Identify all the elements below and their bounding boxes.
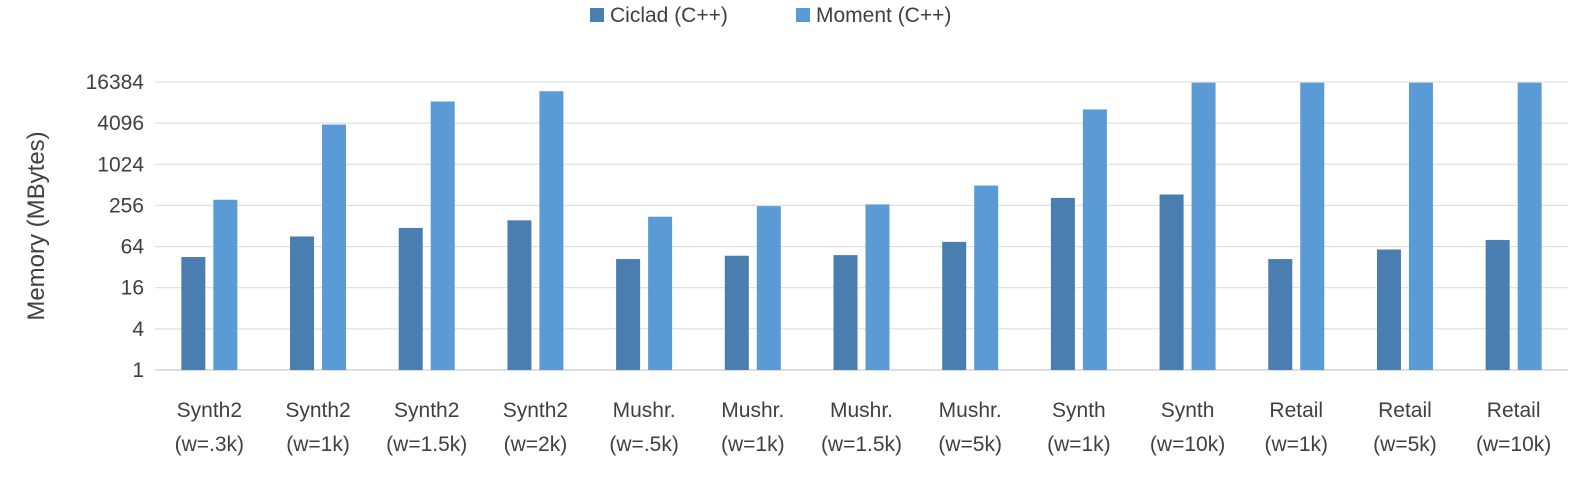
bar-ciclad bbox=[942, 241, 967, 370]
x-tick-label: Mushr. (w=1k) bbox=[721, 399, 785, 456]
x-tick-label-line2: (w=1.5k) bbox=[386, 433, 467, 456]
x-tick-label: Retail (w=5k) bbox=[1373, 399, 1437, 456]
x-tick-label: Synth2 (w=2k) bbox=[503, 399, 568, 456]
bars bbox=[181, 82, 1542, 371]
bar-moment bbox=[865, 204, 890, 370]
bar-moment bbox=[1082, 109, 1107, 370]
bar-moment bbox=[1408, 82, 1433, 371]
x-tick-label-line2: (w=5k) bbox=[1373, 433, 1437, 456]
y-tick-label: 16 bbox=[121, 277, 144, 300]
x-tick-label-line1: Synth bbox=[1161, 399, 1215, 422]
y-tick-label: 4096 bbox=[97, 112, 144, 135]
x-tick-label-line2: (w=1.5k) bbox=[821, 433, 902, 456]
x-tick-label-line2: (w=.3k) bbox=[175, 433, 244, 456]
bar-ciclad bbox=[181, 257, 206, 370]
x-tick-label: Mushr. (w=1.5k) bbox=[821, 399, 902, 456]
x-tick-label-line1: Retail bbox=[1378, 399, 1432, 422]
legend-label: Ciclad (C++) bbox=[610, 4, 728, 27]
legend-swatch bbox=[796, 8, 810, 22]
bar-ciclad bbox=[398, 227, 423, 370]
x-tick-label-line1: Retail bbox=[1269, 399, 1323, 422]
x-tick-label-line1: Synth2 bbox=[285, 399, 350, 422]
bar-moment bbox=[213, 199, 238, 370]
x-tick-label: Synth2 (w=1.5k) bbox=[386, 399, 467, 456]
x-tick-label-line2: (w=1k) bbox=[1264, 433, 1328, 456]
x-tick-label-line1: Mushr. bbox=[613, 399, 676, 422]
bar-ciclad bbox=[507, 220, 532, 370]
bar-moment bbox=[322, 124, 347, 370]
x-axis-ticks: Synth2(w=.3k)Synth2(w=1k)Synth2(w=1.5k)S… bbox=[175, 399, 1552, 456]
x-tick-label-line2: (w=2k) bbox=[504, 433, 568, 456]
x-tick-label-line2: (w=1k) bbox=[721, 433, 785, 456]
y-tick-label: 4 bbox=[132, 318, 144, 341]
legend-label: Moment (C++) bbox=[816, 4, 951, 27]
bar-ciclad bbox=[1159, 194, 1184, 370]
y-tick-label: 256 bbox=[109, 194, 144, 217]
bar-ciclad bbox=[290, 236, 315, 370]
bar-moment bbox=[648, 216, 673, 370]
legend-swatch bbox=[590, 8, 604, 22]
bar-ciclad bbox=[616, 259, 641, 370]
x-tick-label: Synth2 (w=1k) bbox=[285, 399, 350, 456]
x-tick-label-line1: Mushr. bbox=[830, 399, 893, 422]
x-tick-label-line2: (w=1k) bbox=[1047, 433, 1111, 456]
gridlines bbox=[155, 81, 1568, 371]
x-tick-label-line1: Retail bbox=[1487, 399, 1541, 422]
bar-moment bbox=[1300, 82, 1325, 371]
bar-moment bbox=[974, 185, 999, 370]
bar-moment bbox=[756, 206, 781, 370]
x-tick-label-line2: (w=.5k) bbox=[609, 433, 678, 456]
y-tick-label: 1024 bbox=[97, 153, 144, 176]
x-tick-label-line2: (w=10k) bbox=[1476, 433, 1551, 456]
x-tick-label: Mushr. (w=.5k) bbox=[609, 399, 678, 456]
y-tick-label: 16384 bbox=[86, 71, 145, 94]
bar-moment bbox=[1191, 82, 1216, 371]
y-axis-label: Memory (MBytes) bbox=[23, 131, 50, 320]
bar-ciclad bbox=[1485, 239, 1510, 370]
x-tick-label-line1: Mushr. bbox=[939, 399, 1002, 422]
bar-moment bbox=[430, 101, 455, 370]
y-tick-label: 64 bbox=[121, 236, 145, 259]
x-tick-label: Mushr. (w=5k) bbox=[938, 399, 1002, 456]
bar-moment bbox=[1517, 82, 1542, 371]
bar-moment bbox=[539, 91, 564, 370]
x-tick-label: Synth (w=1k) bbox=[1047, 399, 1111, 456]
x-tick-label-line2: (w=5k) bbox=[938, 433, 1002, 456]
y-axis-ticks: 1 4 16 64 256 1024 4096 16384 bbox=[86, 71, 145, 382]
legend: Ciclad (C++) Moment (C++) bbox=[590, 4, 951, 27]
x-tick-label: Retail (w=1k) bbox=[1264, 399, 1328, 456]
x-tick-label-line2: (w=10k) bbox=[1150, 433, 1225, 456]
x-tick-label: Synth2 (w=.3k) bbox=[175, 399, 244, 456]
bar-ciclad bbox=[833, 255, 858, 370]
bar-ciclad bbox=[724, 255, 749, 370]
x-tick-label-line2: (w=1k) bbox=[286, 433, 350, 456]
x-tick-label: Retail (w=10k) bbox=[1476, 399, 1551, 456]
x-tick-label: Synth (w=10k) bbox=[1150, 399, 1225, 456]
x-tick-label-line1: Mushr. bbox=[721, 399, 784, 422]
y-tick-label: 1 bbox=[132, 359, 144, 382]
x-tick-label-line1: Synth2 bbox=[177, 399, 242, 422]
bar-ciclad bbox=[1050, 197, 1075, 370]
x-tick-label-line1: Synth bbox=[1052, 399, 1106, 422]
bar-ciclad bbox=[1268, 259, 1293, 370]
bar-ciclad bbox=[1376, 249, 1401, 370]
x-tick-label-line1: Synth2 bbox=[394, 399, 459, 422]
x-tick-label-line1: Synth2 bbox=[503, 399, 568, 422]
